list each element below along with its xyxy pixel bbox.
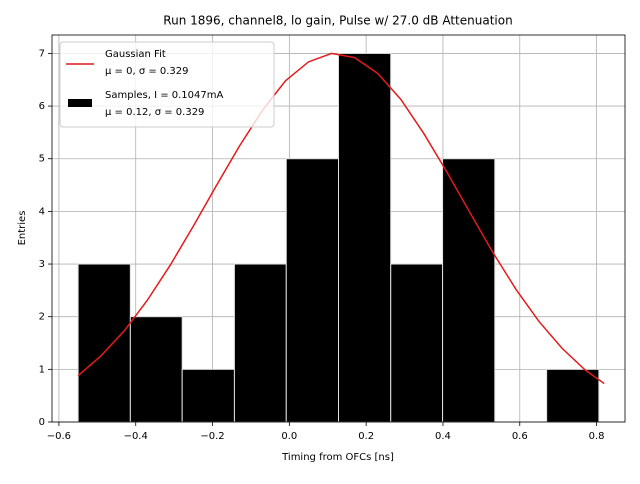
- bar: [285, 158, 340, 423]
- legend-label: Gaussian Fit: [105, 49, 166, 60]
- legend-label: μ = 0.12, σ = 0.329: [105, 107, 204, 118]
- y-tick-label: 5: [39, 154, 45, 165]
- bar: [546, 368, 600, 423]
- y-tick-label: 4: [39, 206, 45, 217]
- x-tick-label: 0.2: [358, 431, 374, 442]
- bar: [181, 368, 235, 423]
- x-tick-label: 0.4: [435, 431, 451, 442]
- bar: [77, 263, 131, 423]
- bar: [338, 52, 392, 423]
- x-tick-label: −0.6: [47, 431, 71, 442]
- plot-frame: [51, 34, 626, 423]
- legend-swatch: [68, 99, 92, 107]
- x-tick-label: 0.0: [281, 431, 297, 442]
- legend-label: μ = 0, σ = 0.329: [105, 66, 189, 77]
- y-tick-label: 0: [39, 417, 45, 428]
- x-tick-label: −0.2: [200, 431, 224, 442]
- chart-title: Run 1896, channel8, lo gain, Pulse w/ 27…: [163, 14, 512, 28]
- y-tick-label: 1: [39, 364, 45, 375]
- fit-line: [77, 52, 605, 385]
- x-tick-label: 0.8: [589, 431, 605, 442]
- legend-label: Samples, I = 0.1047mA: [105, 90, 223, 101]
- y-axis-label: Entries: [17, 211, 28, 246]
- legend-box: [59, 41, 275, 128]
- y-tick-label: 6: [39, 101, 45, 112]
- bar: [129, 316, 183, 423]
- y-tick-label: 7: [39, 48, 45, 59]
- y-tick-label: 2: [39, 312, 45, 323]
- x-axis-label: Timing from OFCs [ns]: [281, 452, 394, 463]
- y-tick-label: 3: [39, 259, 45, 270]
- x-tick-label: −0.4: [124, 431, 148, 442]
- bar: [390, 263, 444, 423]
- bar: [442, 158, 496, 423]
- bar: [233, 263, 287, 423]
- x-tick-label: 0.6: [512, 431, 528, 442]
